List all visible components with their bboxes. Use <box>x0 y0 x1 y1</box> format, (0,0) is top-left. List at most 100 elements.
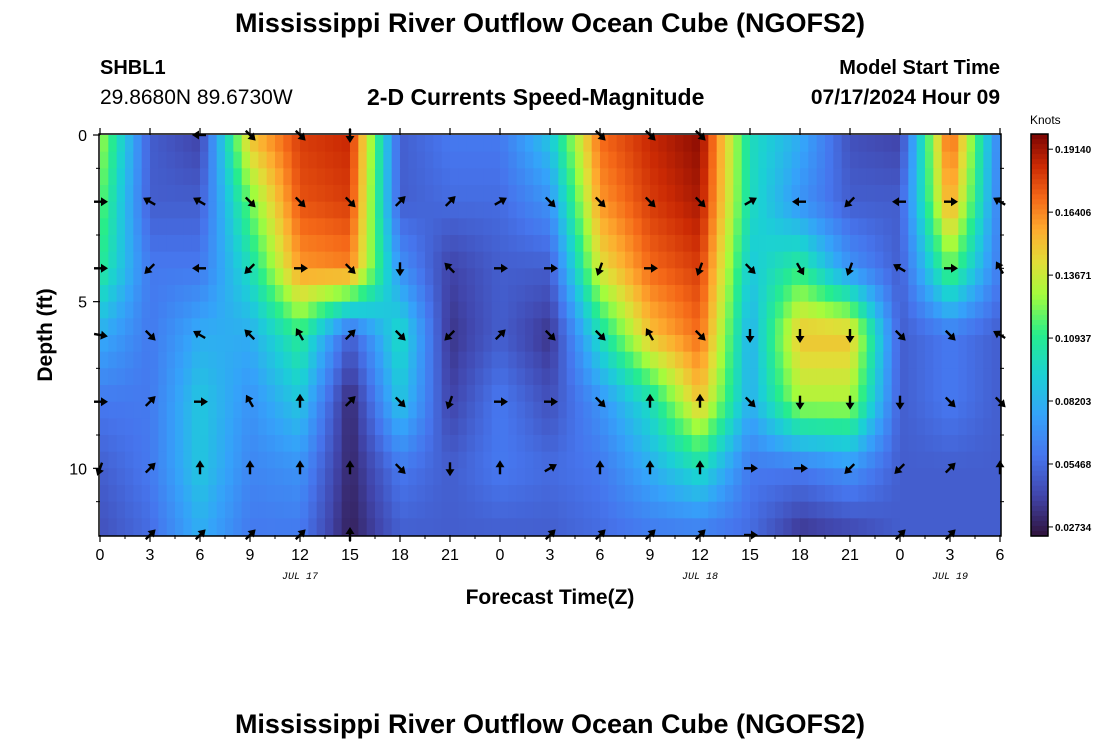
heatmap-cell <box>341 501 351 519</box>
heatmap-cell <box>333 451 343 469</box>
chart-title: Mississippi River Outflow Ocean Cube (NG… <box>234 8 866 38</box>
heatmap-cell <box>466 318 476 336</box>
colorbar-tick-label: 0.02734 <box>1055 523 1092 534</box>
heatmap-cell <box>608 201 618 219</box>
heatmap-cell <box>375 335 384 353</box>
current-vector-arrow <box>192 263 206 273</box>
heatmap-cell <box>391 251 401 269</box>
heatmap-cell <box>633 151 643 169</box>
heatmap-cell <box>225 318 234 336</box>
heatmap-cell <box>508 301 518 319</box>
heatmap-cell <box>408 235 418 253</box>
heatmap-cell <box>741 385 751 403</box>
heatmap-cell <box>691 501 701 519</box>
colorbar-segment <box>1031 239 1048 246</box>
heatmap-cell <box>625 201 634 219</box>
heatmap-cell <box>158 168 168 186</box>
heatmap-cell <box>233 318 243 336</box>
heatmap-cell <box>716 135 726 153</box>
heatmap-cell <box>691 218 701 236</box>
heatmap-cell <box>591 318 601 336</box>
heatmap-cell <box>575 285 584 303</box>
colorbar-segment <box>1031 370 1048 376</box>
heatmap-cell <box>108 151 118 169</box>
heatmap-cell <box>316 235 326 253</box>
heatmap-cell <box>475 218 484 236</box>
heatmap-cell <box>916 335 926 353</box>
heatmap-cell <box>891 485 901 503</box>
heatmap-cell <box>800 251 809 269</box>
heatmap-cell <box>191 335 201 353</box>
heatmap-cell <box>916 518 926 536</box>
heatmap-cell <box>925 185 934 203</box>
heatmap-cell <box>883 518 893 536</box>
heatmap-cell <box>975 151 984 169</box>
heatmap-cell <box>566 268 576 286</box>
heatmap-cell <box>258 235 268 253</box>
heatmap-cell <box>725 451 734 469</box>
heatmap-cell <box>350 185 359 203</box>
heatmap-cell <box>708 218 718 236</box>
heatmap-cell <box>525 401 534 419</box>
current-vector-arrow <box>944 197 958 207</box>
heatmap-cell <box>116 335 126 353</box>
heatmap-cell <box>475 185 484 203</box>
heatmap-cell <box>766 401 776 419</box>
heatmap-cell <box>850 501 859 519</box>
heatmap-cell <box>641 518 651 536</box>
heatmap-cell <box>333 301 343 319</box>
heatmap-cell <box>541 268 551 286</box>
heatmap-cell <box>316 368 326 386</box>
colorbar-segment <box>1031 485 1048 492</box>
heatmap-cell <box>250 518 259 536</box>
heatmap-cell <box>208 468 218 486</box>
heatmap-cell <box>966 168 976 186</box>
current-vector-arrow <box>495 460 505 475</box>
heatmap-cell <box>483 251 493 269</box>
heatmap-cell <box>600 468 609 486</box>
current-vector-arrow <box>644 263 658 273</box>
heatmap-cell <box>250 251 259 269</box>
heatmap-cell <box>891 385 901 403</box>
heatmap-cell <box>183 518 193 536</box>
heatmap-cell <box>241 218 251 236</box>
heatmap-cell <box>316 185 326 203</box>
heatmap-cell <box>641 385 651 403</box>
heatmap-cell <box>358 401 368 419</box>
heatmap-cell <box>458 435 468 453</box>
heatmap-cell <box>608 485 618 503</box>
heatmap-cell <box>391 285 401 303</box>
heatmap-cell <box>500 385 509 403</box>
heatmap-cell <box>616 251 626 269</box>
heatmap-cell <box>516 301 526 319</box>
heatmap-cell <box>625 385 634 403</box>
heatmap-cell <box>466 418 476 436</box>
heatmap-cell <box>291 518 301 536</box>
heatmap-cell <box>316 168 326 186</box>
heatmap-cell <box>316 218 326 236</box>
heatmap-cell <box>775 135 784 153</box>
current-vector-arrow <box>444 329 456 341</box>
heatmap-cell <box>341 485 351 503</box>
heatmap-cell <box>758 335 768 353</box>
heatmap-cell <box>400 435 409 453</box>
heatmap-cell <box>350 318 359 336</box>
heatmap-cell <box>383 135 393 153</box>
heatmap-cell <box>616 368 626 386</box>
heatmap-cell <box>341 401 351 419</box>
heatmap-cell <box>125 185 134 203</box>
heatmap-cell <box>641 218 651 236</box>
heatmap-cell <box>958 468 968 486</box>
heatmap-cell <box>758 301 768 319</box>
heatmap-cell <box>766 385 776 403</box>
heatmap-cell <box>383 201 393 219</box>
heatmap-cell <box>158 351 168 369</box>
heatmap-cell <box>875 501 884 519</box>
heatmap-cell <box>950 151 959 169</box>
heatmap-cell <box>341 518 351 536</box>
heatmap-cell <box>108 418 118 436</box>
heatmap-cell <box>208 385 218 403</box>
heatmap-cell <box>658 201 668 219</box>
heatmap-cell <box>433 418 443 436</box>
heatmap-cell <box>633 401 643 419</box>
